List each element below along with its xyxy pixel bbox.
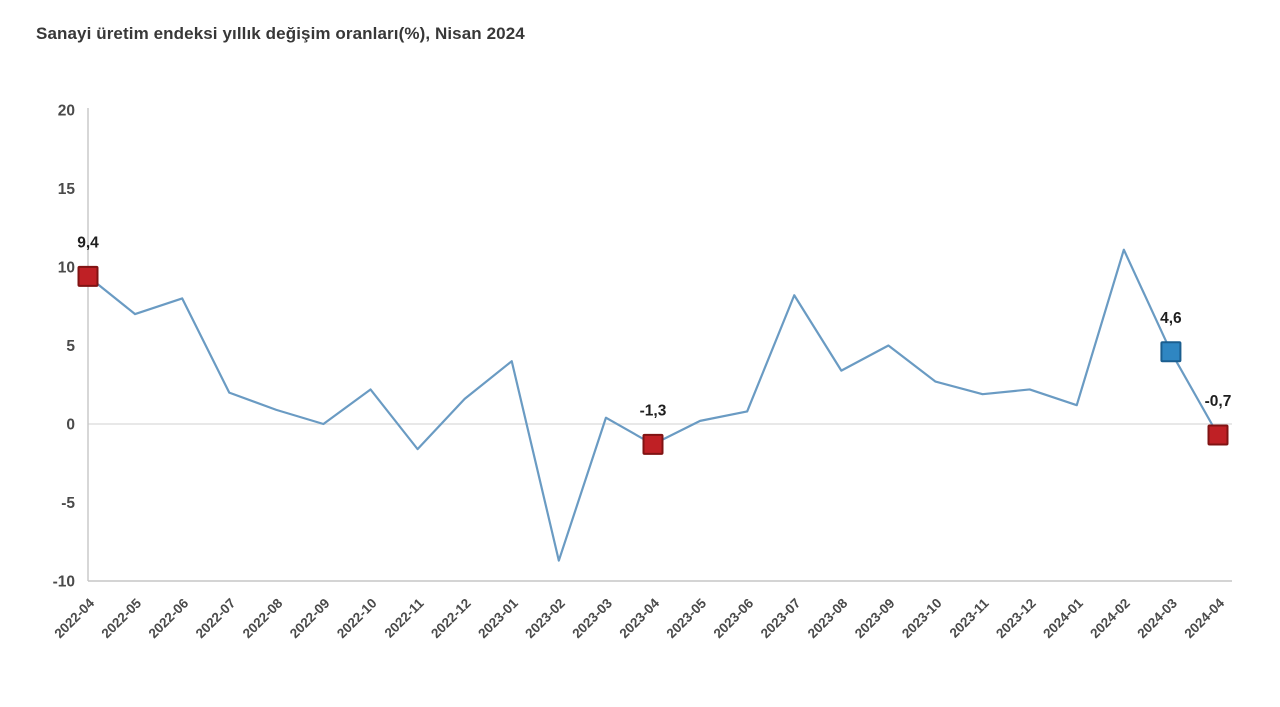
- x-tick-label: 2022-11: [382, 595, 427, 640]
- y-tick-label: 10: [58, 260, 75, 277]
- data-point-label: -1,3: [640, 402, 667, 419]
- x-tick-label: 2022-12: [428, 596, 474, 642]
- y-tick-label: 5: [66, 338, 75, 355]
- x-tick-label: 2023-03: [569, 595, 615, 641]
- red-square-marker: [1207, 424, 1229, 446]
- x-tick-label: 2022-07: [193, 596, 239, 642]
- x-tick-label: 2024-01: [1040, 595, 1086, 641]
- red-square-marker: [77, 265, 99, 287]
- data-point-label: 4,6: [1160, 310, 1182, 327]
- red-square-marker: [642, 433, 664, 455]
- x-tick-label: 2023-08: [805, 595, 851, 641]
- x-tick-label: 2023-10: [899, 596, 945, 642]
- data-point-label: 9,4: [77, 234, 99, 251]
- y-tick-label: 0: [66, 417, 75, 434]
- x-tick-label: 2024-04: [1181, 595, 1227, 641]
- x-tick-label: 2024-03: [1134, 595, 1180, 641]
- x-tick-label: 2023-06: [711, 595, 757, 641]
- x-tick-label: 2022-09: [287, 596, 333, 642]
- x-tick-label: 2022-05: [99, 595, 145, 641]
- x-tick-label: 2023-01: [475, 595, 521, 641]
- x-tick-label: 2023-02: [522, 596, 568, 642]
- x-tick-label: 2023-05: [664, 595, 710, 641]
- x-tick-label: 2022-04: [51, 595, 97, 641]
- data-point-label: -0,7: [1205, 393, 1232, 410]
- blue-square-marker: [1160, 341, 1182, 363]
- x-tick-label: 2022-06: [146, 595, 192, 641]
- x-tick-label: 2024-02: [1087, 596, 1133, 642]
- y-tick-label: 15: [58, 181, 76, 198]
- chart-title: Sanayi üretim endeksi yıllık değişim ora…: [36, 24, 525, 43]
- x-tick-label: 2022-10: [334, 596, 380, 642]
- y-tick-label: -10: [53, 574, 75, 591]
- x-tick-label: 2023-11: [947, 595, 992, 640]
- x-tick-label: 2022-08: [240, 595, 286, 641]
- y-tick-label: 20: [58, 103, 75, 120]
- y-tick-label: -5: [61, 495, 75, 512]
- x-tick-label: 2023-04: [616, 595, 662, 641]
- x-tick-label: 2023-09: [852, 596, 898, 642]
- x-tick-label: 2023-12: [993, 596, 1039, 642]
- x-tick-label: 2023-07: [758, 596, 804, 642]
